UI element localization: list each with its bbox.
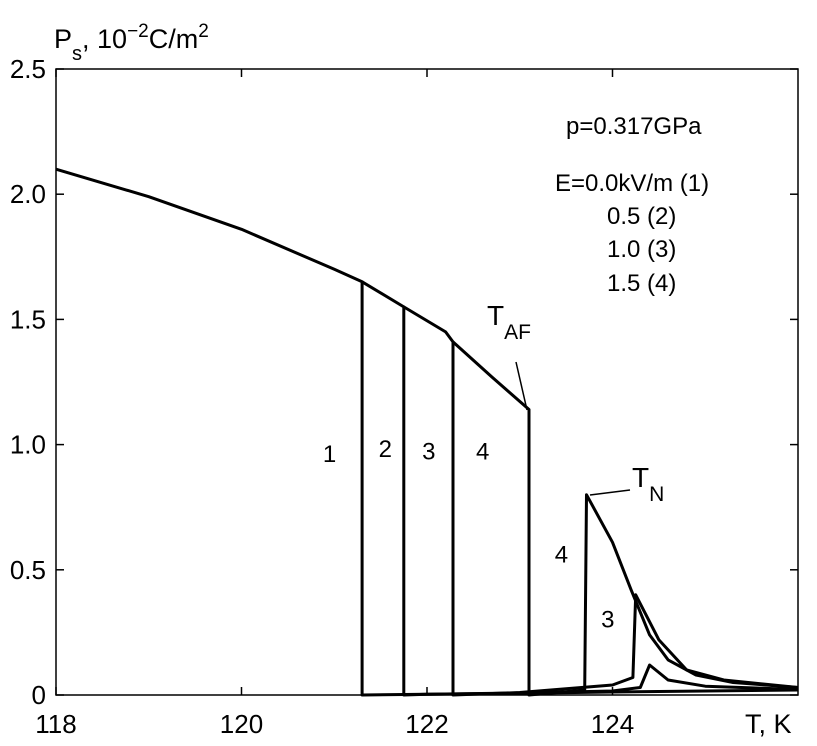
y-axis-label: Ps, 10−2C/m2 [54, 21, 209, 65]
curve-label: 3 [601, 606, 614, 633]
y-label-unit-a: , 10 [82, 24, 127, 54]
y-tick-label: 1.5 [10, 304, 46, 334]
legend-field-2: 0.5 (2) [607, 203, 676, 230]
x-tick-label: 118 [35, 709, 76, 739]
x-tick-label: 124 [591, 709, 634, 739]
curve-label: 2 [379, 436, 392, 463]
y-tick-label: 2.0 [10, 179, 46, 209]
curve-label: 4 [555, 541, 568, 568]
curves [55, 167, 799, 697]
curve-2 [361, 280, 799, 697]
t-af-annotation: TAF [487, 300, 531, 411]
curve-label: 1 [323, 441, 336, 468]
t-af-main: T [487, 300, 504, 331]
curve-1 [55, 167, 799, 697]
y-label-exp2: 2 [198, 21, 209, 42]
y-label-main: P [54, 24, 72, 54]
x-axis-label: T, K [745, 709, 792, 739]
curve-3 [403, 305, 799, 697]
plot-frame [55, 68, 799, 696]
x-tick-label: 122 [405, 709, 448, 739]
t-n-leader [589, 489, 631, 496]
curve-label: 4 [476, 439, 489, 466]
t-af-leader [515, 361, 528, 411]
t-af-sub: AF [504, 321, 531, 344]
y-label-exp1: −2 [127, 21, 149, 42]
t-af-label: TAF [487, 300, 531, 344]
y-tick-label: 0 [32, 680, 46, 710]
y-tick-label: 0.5 [10, 555, 46, 585]
legend-pressure: p=0.317GPa [566, 113, 702, 140]
curve-labels: 1 2 3 4 4 3 [323, 436, 615, 633]
curve-4 [451, 340, 799, 697]
y-label-unit-b: C/m [149, 24, 199, 54]
y-tick-label: 2.5 [10, 54, 46, 84]
curve-label: 3 [422, 439, 435, 466]
t-n-label: TN [632, 462, 664, 506]
y-tick-label: 1.0 [10, 430, 46, 460]
x-tick-label: 120 [220, 709, 263, 739]
t-n-annotation: TN [589, 462, 664, 506]
legend-field-4: 1.5 (4) [607, 270, 676, 297]
t-n-sub: N [649, 483, 664, 506]
legend-field-3: 1.0 (3) [607, 236, 676, 263]
y-label-sub: s [72, 43, 82, 65]
t-n-main: T [632, 462, 649, 493]
legend-field-1: E=0.0kV/m (1) [555, 170, 709, 197]
legend: p=0.317GPa E=0.0kV/m (1) 0.5 (2) 1.0 (3)… [555, 113, 709, 297]
